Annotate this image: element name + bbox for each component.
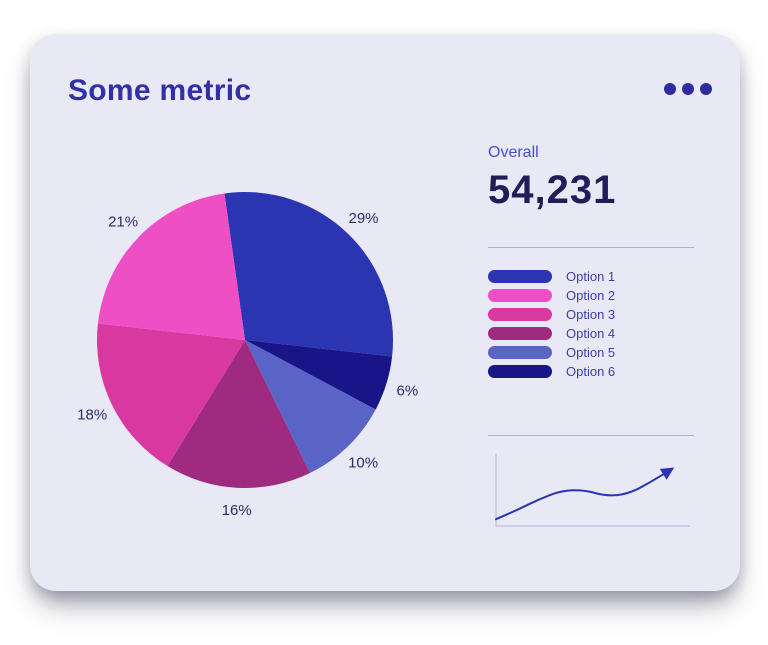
legend-label: Option 4 (566, 326, 616, 341)
legend-item: Option 5 (488, 346, 694, 359)
legend-item: Option 1 (488, 270, 694, 283)
ellipsis-icon (682, 83, 694, 95)
legend-label: Option 1 (566, 269, 616, 284)
legend-label: Option 2 (566, 288, 616, 303)
page-title: Some metric (68, 74, 252, 107)
trend-sparkline (495, 454, 690, 527)
pie-percent-label: 6% (397, 382, 419, 399)
more-options-button[interactable] (664, 83, 712, 95)
pie-percent-label: 16% (222, 502, 252, 519)
legend-label: Option 3 (566, 307, 616, 322)
metric-card: Some metric 29% 6% 10% 16% 18% 21% Overall 54… (30, 34, 740, 591)
pie-percent-label: 10% (348, 454, 378, 471)
legend-swatch (488, 327, 552, 340)
pie-slice-option-1 (224, 191, 394, 357)
ellipsis-icon (664, 83, 676, 95)
ellipsis-icon (700, 83, 712, 95)
legend-item: Option 4 (488, 327, 694, 340)
legend-label: Option 6 (566, 364, 616, 379)
legend-item: Option 2 (488, 289, 694, 302)
pie-slice-option-3 (96, 323, 245, 467)
divider (488, 247, 694, 248)
legend-swatch (488, 289, 552, 302)
legend: Option 1 Option 2 Option 3 Option 4 Option 5… (488, 270, 694, 378)
pie-percent-label: 29% (348, 210, 378, 227)
overall-value: 54,231 (488, 168, 617, 212)
pie-chart: 29% 6% 10% 16% 18% 21% (77, 191, 419, 519)
overall-label: Overall (488, 144, 539, 161)
legend-swatch (488, 346, 552, 359)
divider (488, 435, 694, 436)
pie-slice-option-5 (245, 340, 376, 474)
pie-slice-option-2 (97, 193, 245, 340)
legend-swatch (488, 365, 552, 378)
pie-percent-label: 21% (108, 214, 138, 231)
pie-slice-option-6 (245, 340, 393, 410)
legend-swatch (488, 270, 552, 283)
sparkline-axes (495, 454, 690, 527)
legend-label: Option 5 (566, 345, 616, 360)
sparkline-curve (495, 467, 675, 521)
pie-percent-label: 18% (77, 407, 107, 424)
legend-item: Option 3 (488, 308, 694, 321)
pie-slice-option-4 (167, 340, 310, 489)
legend-swatch (488, 308, 552, 321)
legend-item: Option 6 (488, 365, 694, 378)
